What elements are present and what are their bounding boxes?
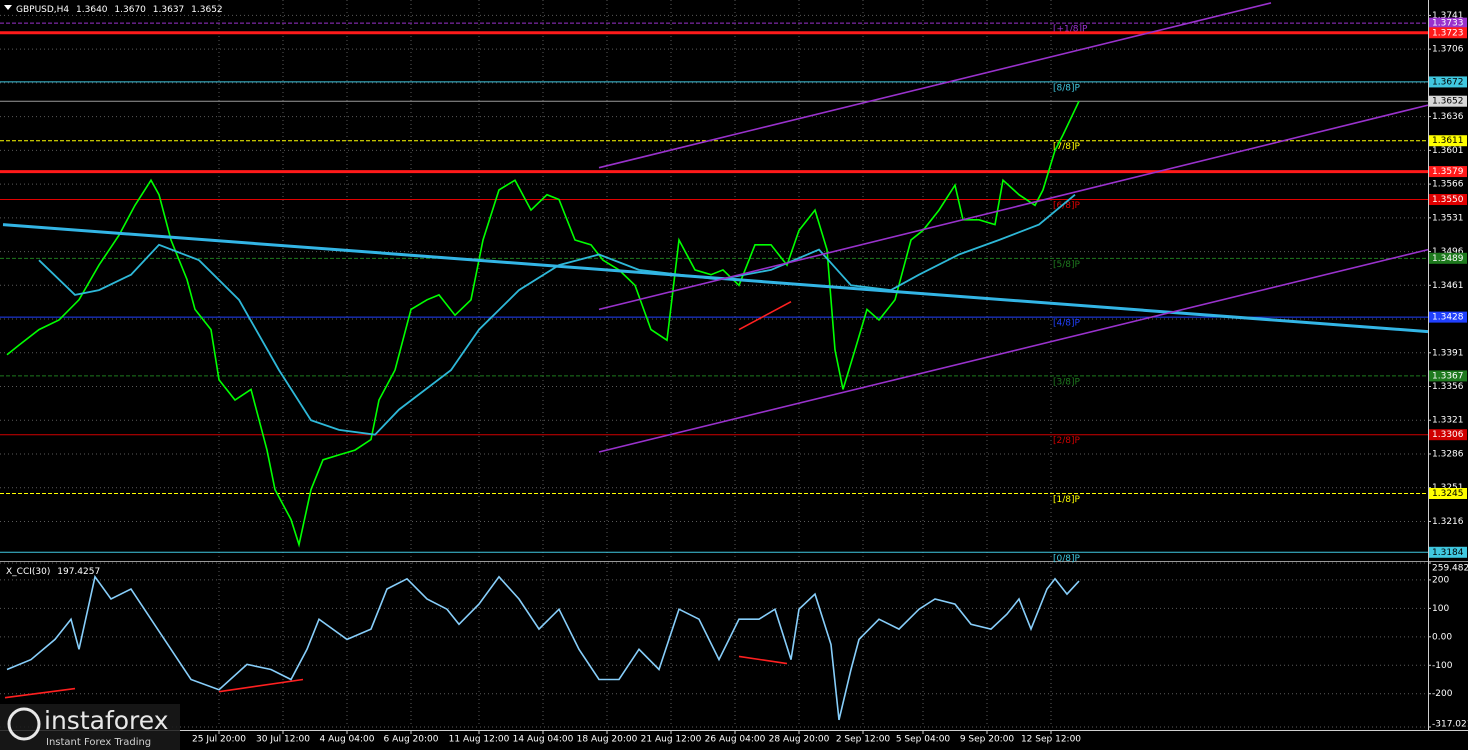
level-label: [1/8]P xyxy=(1053,495,1081,505)
level-label: [+1/8]P xyxy=(1053,25,1088,35)
level-label: [6/8]P xyxy=(1053,201,1081,211)
x-tick-label: 21 Aug 12:00 xyxy=(641,735,702,745)
trendline xyxy=(2,223,1429,334)
x-tick-label: 25 Jul 20:00 xyxy=(192,735,246,745)
watermark-tagline: Instant Forex Trading xyxy=(46,737,151,748)
symbol-icon xyxy=(4,5,12,10)
level-label: [2/8]P xyxy=(1053,436,1081,446)
watermark-logo xyxy=(7,707,41,741)
price-box-label: 1.3428 xyxy=(1432,313,1464,323)
level-label: [0/8]P xyxy=(1053,554,1081,564)
indicator-header: X_CCI(30) 197.4257 xyxy=(6,567,100,577)
indicator-name: X_CCI(30) xyxy=(6,567,50,577)
price-box xyxy=(1429,252,1467,264)
price-box-label: 1.3733 xyxy=(1432,19,1464,29)
level-label: [3/8]P xyxy=(1053,377,1081,387)
price-box-label: 1.3489 xyxy=(1432,254,1464,264)
x-tick-label: 12 Sep 12:00 xyxy=(1021,735,1081,745)
x-tick-label: 14 Aug 04:00 xyxy=(513,735,574,745)
x-tick-label: 6 Aug 20:00 xyxy=(384,735,439,745)
trendline xyxy=(598,104,1429,311)
price-box xyxy=(1429,135,1467,147)
watermark: instaforex Instant Forex Trading xyxy=(0,704,180,750)
level-label: [4/8]P xyxy=(1053,319,1081,329)
price-box-label: 1.3306 xyxy=(1432,430,1464,440)
y-tick-label: 1.3566 xyxy=(1432,180,1464,190)
indicator-value: 197.4257 xyxy=(57,567,100,577)
chart-header: GBPUSD,H4 1.3640 1.3670 1.3637 1.3652 xyxy=(16,5,223,15)
y-tick-label: 0.00 xyxy=(1432,632,1452,642)
level-label: [5/8]P xyxy=(1053,260,1081,270)
price-box-label: 1.3579 xyxy=(1432,167,1464,177)
price-box xyxy=(1429,95,1467,107)
x-tick-label: 2 Sep 12:00 xyxy=(836,735,891,745)
low: 1.3637 xyxy=(153,5,185,15)
price-box xyxy=(1429,194,1467,206)
trendline xyxy=(598,248,1429,453)
y-tick-label: 1.3741 xyxy=(1432,11,1464,21)
trendline xyxy=(4,687,76,699)
price-box-label: 1.3550 xyxy=(1432,195,1464,205)
trendline xyxy=(598,2,1272,169)
y-tick-label: 1.3286 xyxy=(1432,449,1464,459)
price-box-label: 1.3367 xyxy=(1432,371,1464,381)
x-tick-label: 26 Aug 04:00 xyxy=(705,735,766,745)
x-tick-label: 9 Sep 20:00 xyxy=(960,735,1015,745)
y-tick-label: -317.0210 xyxy=(1432,720,1468,730)
close: 1.3652 xyxy=(191,5,223,15)
price-box-label: 1.3723 xyxy=(1432,28,1464,38)
y-tick-label: -100 xyxy=(1432,661,1453,671)
high: 1.3670 xyxy=(114,5,146,15)
price-box xyxy=(1429,76,1467,88)
price-box xyxy=(1429,429,1467,441)
x-tick-label: 11 Aug 12:00 xyxy=(449,735,510,745)
y-tick-label: 1.3706 xyxy=(1432,45,1464,55)
price-box-label: 1.3611 xyxy=(1432,136,1464,146)
x-tick-label: 5 Sep 04:00 xyxy=(896,735,951,745)
y-tick-label: 259.4821 xyxy=(1432,564,1468,574)
y-tick-label: 1.3601 xyxy=(1432,146,1464,156)
price-box xyxy=(1429,17,1467,29)
trendline xyxy=(738,300,792,331)
price-line xyxy=(6,574,1080,721)
price-box xyxy=(1429,487,1467,499)
x-tick-label: 30 Jul 12:00 xyxy=(256,735,310,745)
price-box-label: 1.3184 xyxy=(1432,548,1464,558)
y-tick-label: 1.3461 xyxy=(1432,281,1464,291)
x-tick-label: 18 Aug 20:00 xyxy=(577,735,638,745)
x-tick-label: 4 Aug 04:00 xyxy=(320,735,375,745)
price-line xyxy=(38,194,1076,436)
price-box xyxy=(1429,370,1467,382)
y-tick-label: 1.3496 xyxy=(1432,247,1464,257)
trendline xyxy=(738,655,788,665)
trendline xyxy=(218,678,304,693)
level-label: [7/8]P xyxy=(1053,142,1081,152)
y-tick-label: -200 xyxy=(1432,689,1453,699)
price-box xyxy=(1429,166,1467,178)
watermark-brand: instaforex xyxy=(44,706,169,735)
y-tick-label: 1.3216 xyxy=(1432,517,1464,527)
price-line xyxy=(6,100,1080,548)
y-tick-label: 1.3531 xyxy=(1432,213,1464,223)
y-tick-label: 1.3356 xyxy=(1432,382,1464,392)
price-box-label: 1.3652 xyxy=(1432,97,1464,107)
symbol: GBPUSD,H4 xyxy=(16,5,69,15)
y-tick-label: 1.3391 xyxy=(1432,348,1464,358)
y-tick-label: 200 xyxy=(1432,575,1449,585)
price-box xyxy=(1429,27,1467,39)
price-box xyxy=(1429,546,1467,558)
price-box xyxy=(1429,311,1467,323)
open: 1.3640 xyxy=(76,5,108,15)
level-label: [8/8]P xyxy=(1053,83,1081,93)
x-tick-label: 28 Aug 20:00 xyxy=(769,735,830,745)
y-tick-label: 1.3636 xyxy=(1432,112,1464,122)
price-box-label: 1.3672 xyxy=(1432,77,1464,87)
y-tick-label: 100 xyxy=(1432,604,1449,614)
price-box-label: 1.3245 xyxy=(1432,489,1464,499)
y-tick-label: 1.3321 xyxy=(1432,416,1464,426)
